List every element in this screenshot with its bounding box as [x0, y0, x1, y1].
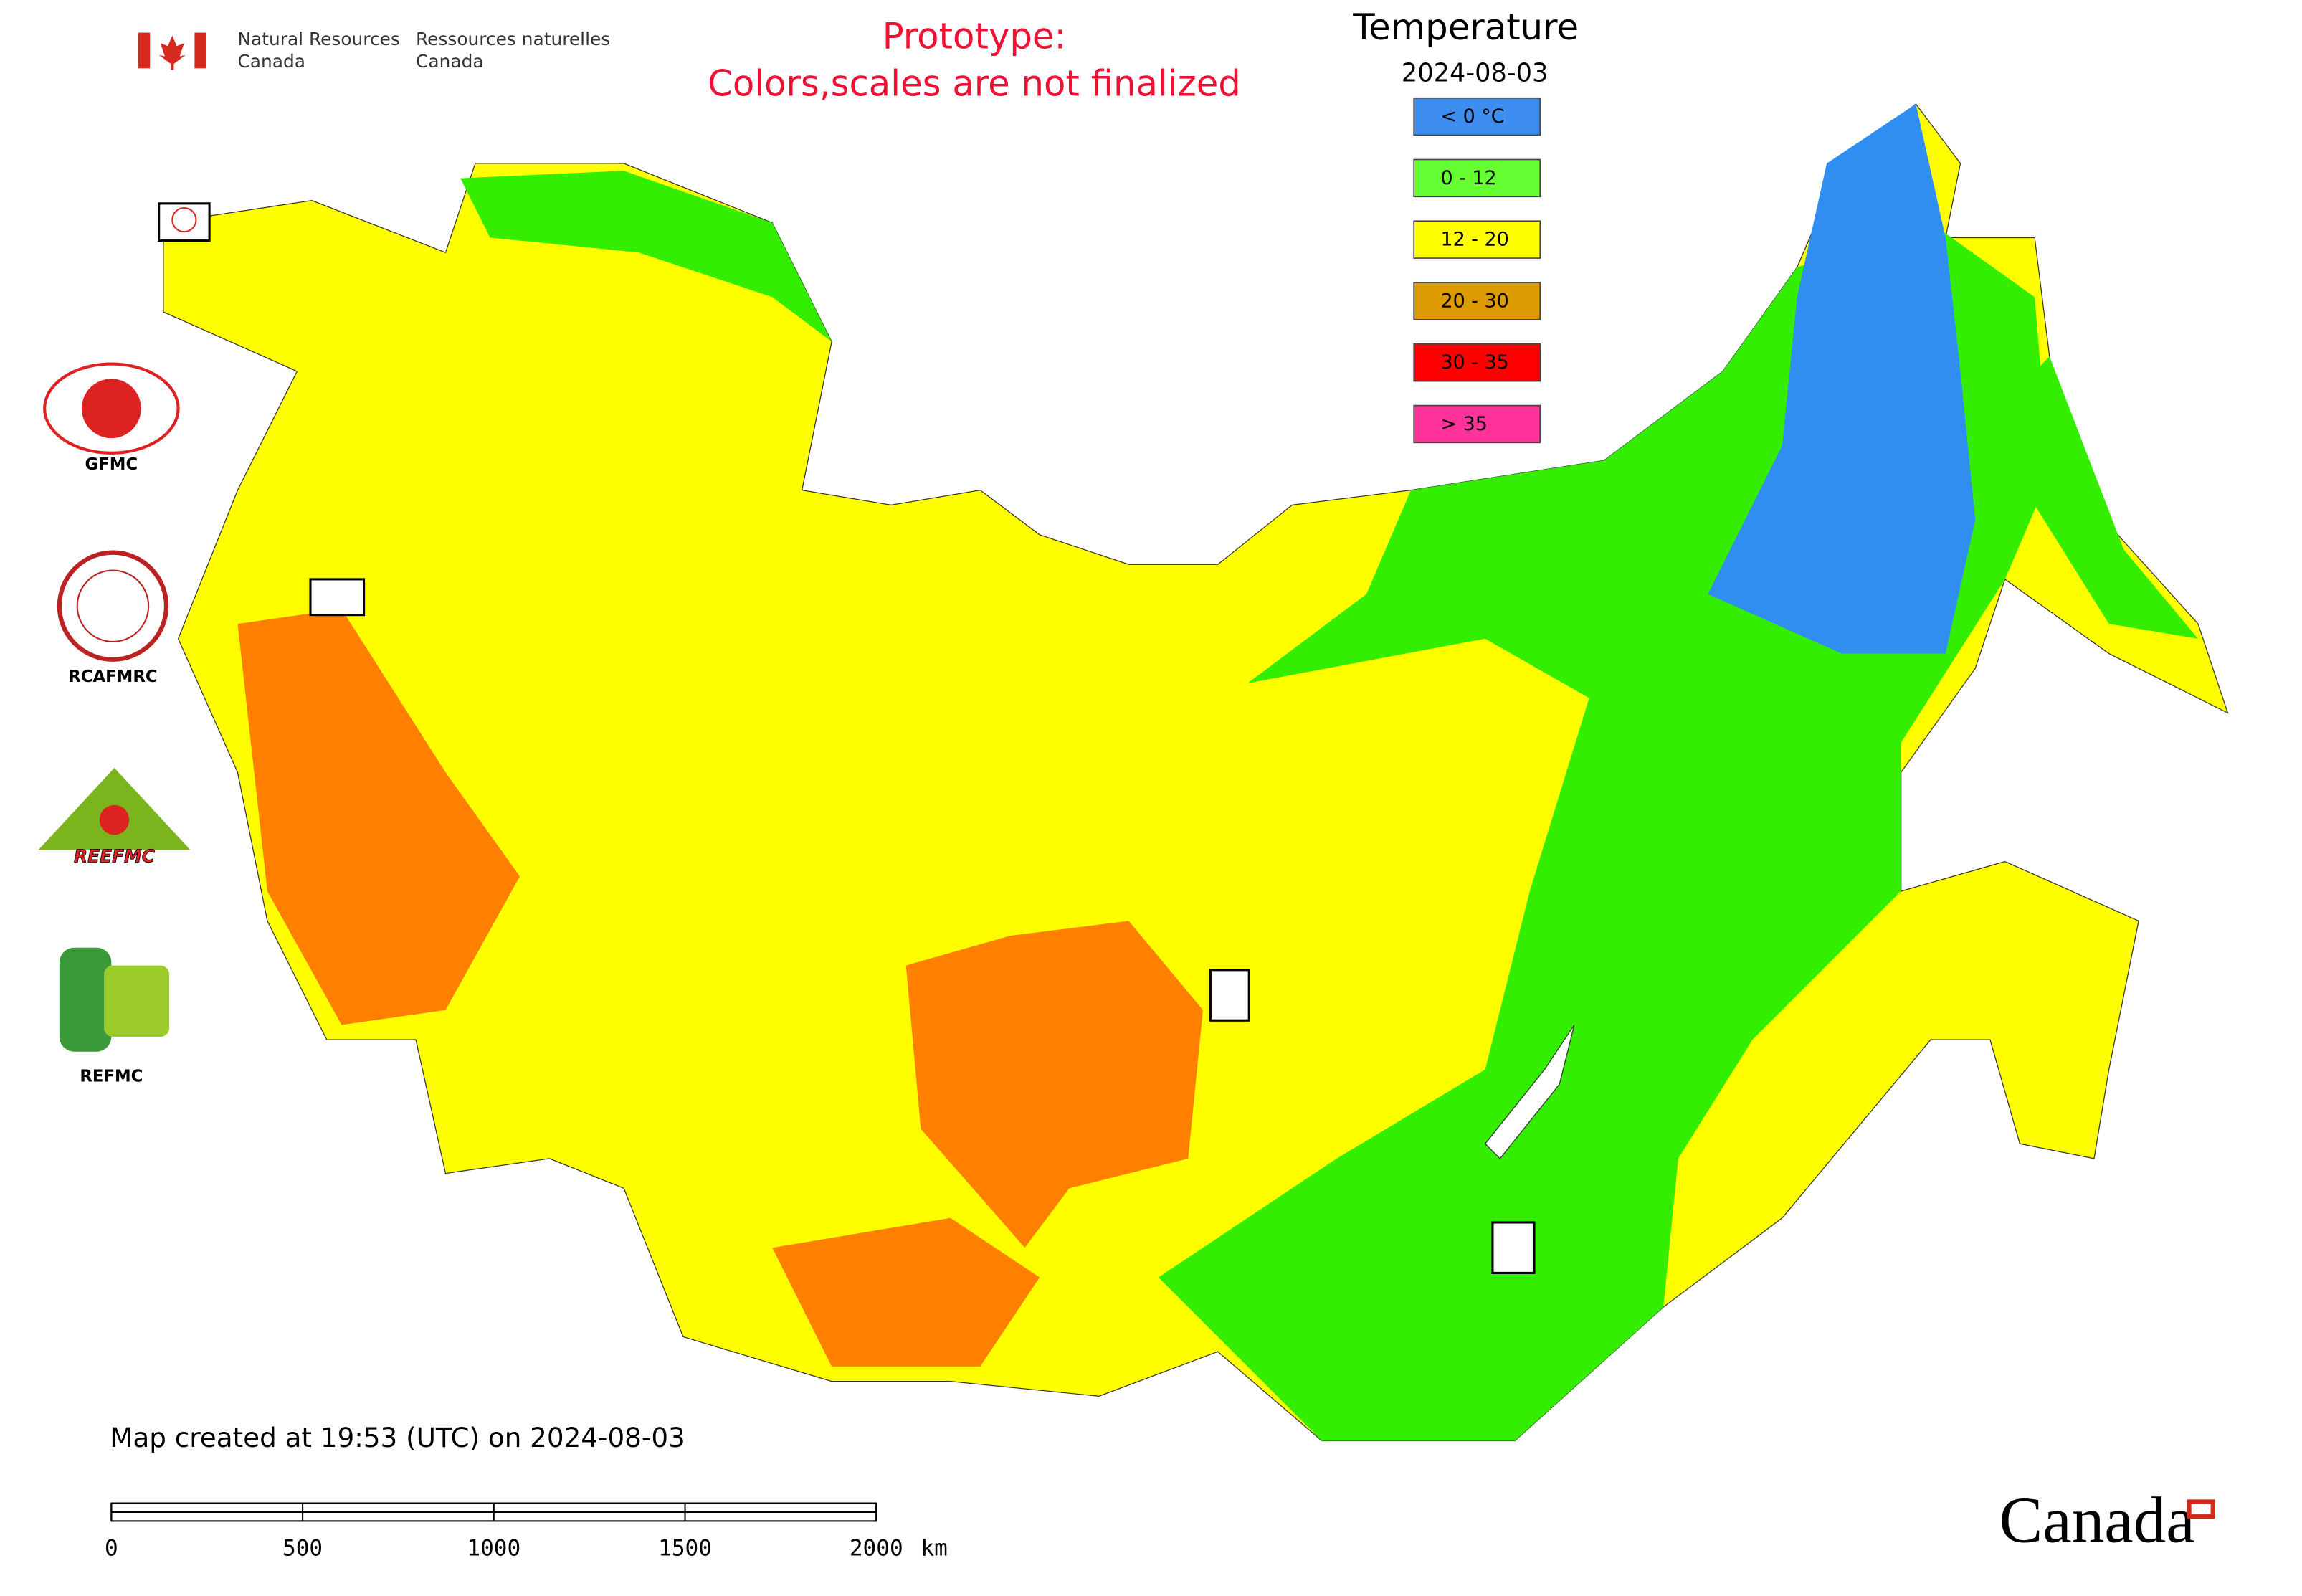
legend: Temperature 2024-08-03 < 0 °C 0 - 12 12 - …: [1352, 6, 1579, 444]
dept-fr: Canada: [416, 51, 484, 72]
logo-icon: [171, 206, 197, 233]
created-note: Map created at 19:53 (UTC) on 2024-08-03: [110, 1422, 685, 1453]
scale-unit: km: [921, 1536, 947, 1562]
logo-icon: [99, 804, 130, 835]
scale-label: 2000: [850, 1536, 903, 1562]
scale-label: 500: [282, 1536, 323, 1562]
logo-icon: [76, 569, 150, 642]
legend-label: > 35: [1440, 413, 1487, 435]
notice: Colors,scales are not finalized: [708, 63, 1241, 105]
legend-date: 2024-08-03: [1402, 59, 1549, 88]
logo-icon: [104, 965, 170, 1037]
legend-swatch: [1413, 282, 1541, 320]
legend-swatch: [1413, 404, 1541, 444]
logo-label: RCAFMRC: [68, 668, 157, 686]
dept-en: Canada: [237, 51, 305, 72]
lake: [1484, 1025, 1575, 1159]
legend-label: < 0 °C: [1440, 105, 1504, 128]
logo-label: REEFMC: [74, 845, 155, 866]
land-zone: [2004, 356, 2198, 639]
land-zone: [1708, 104, 1976, 654]
land-zone: [772, 1217, 1040, 1367]
land-zone: [237, 609, 520, 1025]
logo-marker: [158, 202, 211, 242]
logo-label: REFMC: [80, 1067, 143, 1086]
land-zone: [905, 921, 1204, 1248]
notice: Prototype:: [883, 15, 1067, 57]
legend-label: 20 - 30: [1440, 290, 1508, 312]
logos: GFMC RCAFMRC REEFMC REFMC: [38, 202, 1536, 1274]
legend-swatch: [1413, 97, 1541, 136]
dept-en: Natural Resources: [237, 29, 399, 49]
logo-icon: [57, 550, 169, 662]
logo-marker: [309, 578, 366, 617]
scale-label: 1000: [467, 1536, 520, 1562]
logo-icon: [59, 947, 112, 1052]
legend-label: 0 - 12: [1440, 167, 1496, 189]
flag-bar: [138, 32, 151, 69]
maple-leaf: [158, 35, 186, 70]
canada-wordmark: Canada: [1999, 1484, 2194, 1557]
legend-label: 30 - 35: [1440, 351, 1508, 374]
wordmark-flag: [2187, 1499, 2215, 1519]
legend-swatch: [1413, 343, 1541, 382]
logo-marker: [1209, 969, 1250, 1022]
temperature-map: [163, 103, 2229, 1442]
legend-label: 12 - 20: [1440, 229, 1508, 251]
dept-fr: Ressources naturelles: [416, 29, 610, 49]
logo-icon: [43, 362, 180, 455]
flag-bar: [194, 32, 206, 69]
gov-header: Natural Resources Canada Ressources natu…: [138, 29, 610, 72]
legend-title: Temperature: [1352, 6, 1579, 48]
legend-swatch: [1413, 220, 1541, 259]
legend-swatch: [1413, 158, 1541, 198]
logo-label: GFMC: [85, 455, 138, 474]
scale-label: 0: [105, 1536, 118, 1562]
scale-bar: 0 500 1000 1500 2000 km: [105, 1502, 948, 1562]
logo-marker: [1491, 1221, 1536, 1274]
scale-label: 1500: [658, 1536, 712, 1562]
land-zone: [460, 171, 832, 342]
logo-icon: [81, 379, 141, 439]
